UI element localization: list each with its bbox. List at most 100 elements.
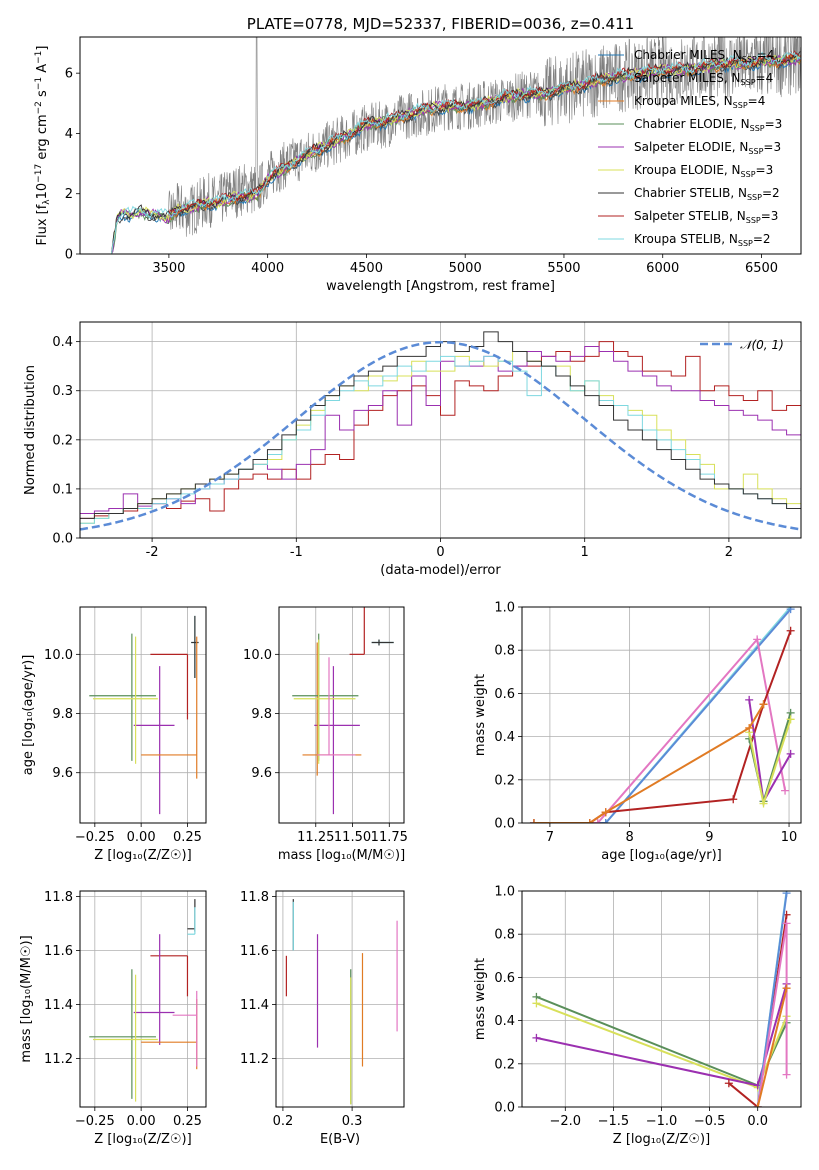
model-line <box>111 51 801 254</box>
y-axis-label-part: ] <box>35 46 50 51</box>
plot-area <box>89 899 198 1102</box>
x-tick-label: 0.25 <box>173 1114 202 1129</box>
y-tick-label: 11.4 <box>44 998 73 1013</box>
legend-label: Salpeter STELIB, NSSP=3 <box>634 209 778 225</box>
legend-label-rest: =4 <box>757 48 775 62</box>
legend-label-rest: =3 <box>756 163 774 177</box>
weight-marker <box>786 715 795 724</box>
x-tick-label: 0 <box>436 545 444 560</box>
plot-area <box>80 331 801 538</box>
weight-line <box>534 637 787 823</box>
weight-marker <box>529 819 538 823</box>
axes-frame <box>521 606 802 824</box>
x-axis-label: (data-model)/error <box>380 563 501 578</box>
y-axis-label-part: A <box>35 64 50 77</box>
age-vs-Z-panel: −0.25 0.00 0.25 9.6 9.8 10.0 Z [log₁₀(Z/Z☉)] ag… <box>21 606 207 863</box>
weight-marker <box>601 808 610 817</box>
legend-label-sub: SSP <box>748 147 763 156</box>
legend-label: Chabrier STELIB, NSSP=2 <box>634 186 780 202</box>
weight-line <box>756 923 788 1107</box>
y-tick-label: 11.2 <box>240 1052 269 1067</box>
x-tick-label: −0.25 <box>75 1114 115 1129</box>
weight-marker <box>786 626 795 635</box>
plot-area <box>111 37 801 254</box>
x-tick-label: 0.00 <box>127 1114 156 1129</box>
x-tick-label: 11.50 <box>334 830 371 845</box>
axes-frame <box>521 890 802 1108</box>
x-tick-label: 2 <box>725 545 733 560</box>
legend-label: Kroupa MILES, NSSP=4 <box>634 94 765 110</box>
x-tick-label: 4500 <box>350 261 383 276</box>
y-axis-label-sub: λ <box>42 199 52 205</box>
y-tick-label: 0.4 <box>52 335 73 350</box>
chart-title: PLATE=0778, MJD=52337, FIBERID=0036, z=0… <box>247 15 634 33</box>
histogram-series <box>80 350 801 538</box>
x-axis-label: age [log₁₀(age/yr)] <box>601 848 722 863</box>
weight-line <box>534 608 792 823</box>
legend-label: Chabrier MILES, NSSP=4 <box>634 48 774 64</box>
y-tick-label: 11.6 <box>44 944 73 959</box>
x-tick-label: 11.75 <box>371 830 408 845</box>
x-tick-label: 5500 <box>547 261 580 276</box>
axes-frame <box>79 36 802 255</box>
weight-marker <box>782 919 791 928</box>
weight-marker <box>601 819 610 823</box>
x-tick-label: 9 <box>705 830 713 845</box>
x-axis-label: Z [log₁₀(Z/Z☉)] <box>613 1132 710 1147</box>
weight-line <box>534 630 792 823</box>
spectrum-panel: 3500 4000 4500 5000 5500 6000 6500 0 2 4 6 waveleng… <box>34 15 802 294</box>
x-tick-label: 0.25 <box>173 830 202 845</box>
y-tick-label: 0.0 <box>494 817 515 832</box>
x-tick-label: 0.3 <box>342 1114 363 1129</box>
y-axis-label: Flux [fλ10−17 erg cm−2 s−1 A−1] <box>34 46 52 246</box>
y-tick-label: 9.8 <box>52 707 73 722</box>
y-tick-label: 10.0 <box>243 648 272 663</box>
mass-vs-Z-panel: −0.25 0.00 0.25 11.2 11.4 11.6 11.8 Z [log₁₀(Z/… <box>19 890 207 1147</box>
weight-marker <box>782 891 791 898</box>
histogram-series <box>80 331 801 538</box>
legend-label: Kroupa ELODIE, NSSP=3 <box>634 163 773 179</box>
legend-label-rest: =2 <box>762 186 780 200</box>
histogram-series <box>80 346 801 538</box>
y-tick-label: 0.4 <box>494 730 515 745</box>
model-line <box>168 50 801 216</box>
legend-label-sub: SSP <box>733 101 748 110</box>
axes-frame <box>79 606 207 824</box>
y-tick-label: 10.0 <box>44 648 73 663</box>
plot-area <box>532 891 791 1107</box>
age-vs-mass-panel: 11.25 11.50 11.75 9.6 9.8 10.0 mass [log₁₀(M/M… <box>243 606 408 863</box>
legend-label-sub: SSP <box>738 239 753 248</box>
y-tick-label: 9.8 <box>251 707 272 722</box>
plot-area <box>529 607 795 823</box>
legend-label-sub: SSP <box>750 124 765 133</box>
plot-area <box>292 607 394 815</box>
x-tick-label: 8 <box>625 830 633 845</box>
y-axis-label-part: 10 <box>35 183 50 200</box>
y-axis-label-part: s <box>35 90 50 101</box>
y-axis-label: mass weight <box>473 674 488 756</box>
weight-marker <box>782 1070 791 1079</box>
x-tick-label: 0.0 <box>747 1114 768 1129</box>
legend-label-rest: =4 <box>756 71 774 85</box>
y-tick-label: 0.2 <box>494 773 515 788</box>
legend-label-rest: =3 <box>761 209 779 223</box>
y-axis-label: mass weight <box>473 958 488 1040</box>
weight-marker <box>753 1103 762 1107</box>
y-tick-label: 11.8 <box>240 890 269 905</box>
y-tick-label: 11.4 <box>240 998 269 1013</box>
y-tick-label: 0.0 <box>494 1101 515 1116</box>
histogram-series <box>80 355 801 538</box>
y-tick-label: 9.6 <box>251 766 272 781</box>
y-axis-label-sup: −1 <box>34 77 44 90</box>
x-tick-label: 3500 <box>152 261 185 276</box>
y-tick-label: 4 <box>65 127 73 142</box>
x-tick-label: 1 <box>581 545 589 560</box>
x-tick-label: 11.25 <box>297 830 334 845</box>
legend-label: Kroupa STELIB, NSSP=2 <box>634 232 771 248</box>
weight-marker <box>786 607 795 614</box>
y-tick-label: 2 <box>65 187 73 202</box>
y-tick-label: 11.2 <box>44 1052 73 1067</box>
legend-label-sub: SSP <box>747 193 762 202</box>
y-tick-label: 0.1 <box>52 482 73 497</box>
